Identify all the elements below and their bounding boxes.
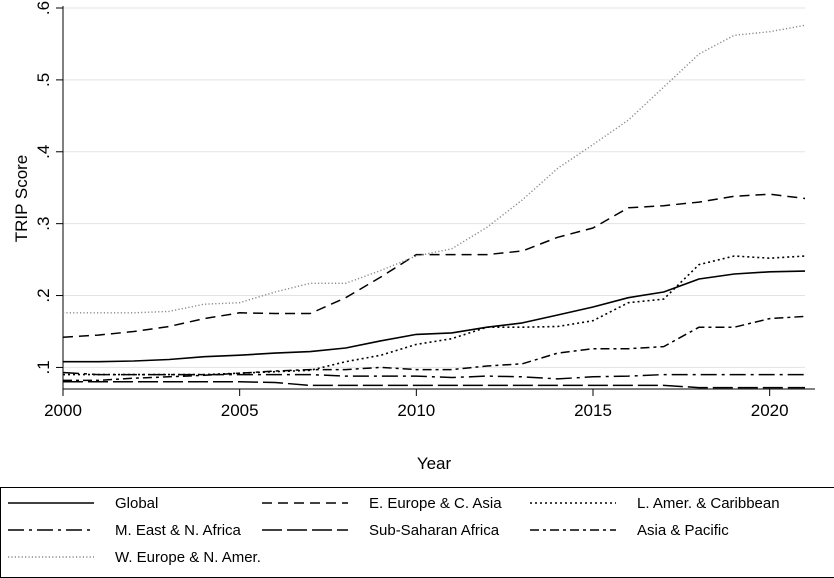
series-line-2 bbox=[63, 255, 806, 376]
gridlines bbox=[63, 7, 805, 368]
legend-label-6: W. Europe & N. Amer. bbox=[115, 549, 261, 566]
legend-label-4: Sub-Saharan Africa bbox=[369, 522, 500, 539]
axes bbox=[62, 6, 815, 390]
x-axis-title: Year bbox=[417, 454, 452, 473]
y-tick-label: .2 bbox=[34, 288, 53, 302]
series-line-4 bbox=[63, 381, 805, 389]
y-tick-label: .6 bbox=[34, 1, 53, 15]
legend-label-0: Global bbox=[115, 495, 158, 512]
legend-label-5: Asia & Pacific bbox=[637, 522, 729, 539]
x-tick-label: 2010 bbox=[397, 401, 435, 420]
y-axis-title: TRIP Score bbox=[12, 155, 31, 243]
series-lines bbox=[62, 24, 806, 389]
x-tick-label: 2000 bbox=[44, 401, 82, 420]
legend-label-3: M. East & N. Africa bbox=[115, 522, 242, 539]
series-line-1 bbox=[62, 193, 806, 338]
y-tick-label: .5 bbox=[34, 73, 53, 87]
series-line-3 bbox=[62, 371, 805, 380]
legend: Global E. Europe & C. Asia L. Amer. & Cari… bbox=[0, 487, 834, 578]
x-tick-label: 2015 bbox=[574, 401, 612, 420]
y-tick-label: .4 bbox=[34, 145, 53, 159]
x-tick-label: 2020 bbox=[751, 401, 789, 420]
y-tick-label: .1 bbox=[34, 360, 53, 374]
y-tick-label: .3 bbox=[34, 217, 53, 231]
x-tick-label: 2005 bbox=[221, 401, 259, 420]
series-line-0 bbox=[63, 270, 806, 363]
legend-label-1: E. Europe & C. Asia bbox=[369, 495, 502, 512]
legend-label-2: L. Amer. & Caribbean bbox=[637, 495, 780, 512]
axis-ticks: .1 .2 .3 .4 .5 .6 2000 2005 2010 2015 2020 bbox=[34, 1, 789, 420]
series-line-5 bbox=[63, 315, 806, 382]
